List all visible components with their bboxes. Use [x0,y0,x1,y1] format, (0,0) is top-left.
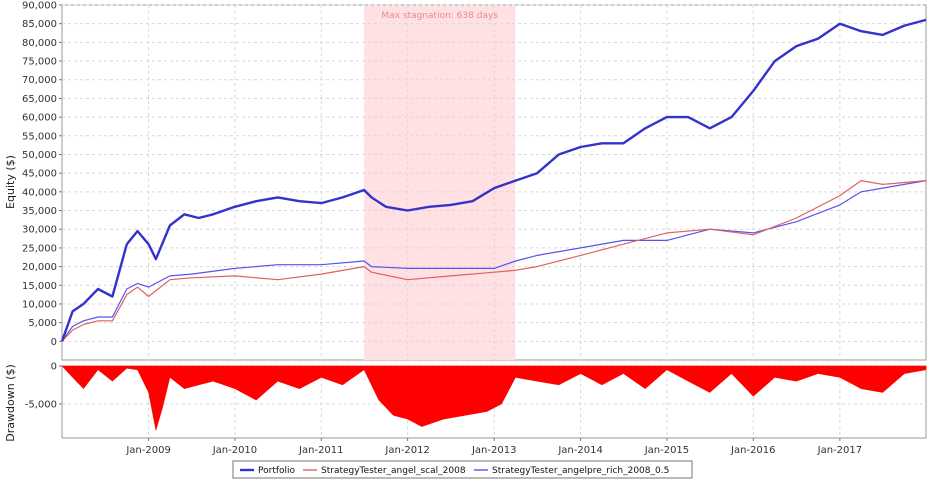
equity-tick-label: 20,000 [22,262,57,273]
equity-gridlines [62,4,926,360]
equity-tick-label: 60,000 [22,113,57,124]
equity-y-ticks: 0 5,000 10,000 15,000 20,000 25,000 30,000 35,0… [22,1,62,348]
series-line-3 [61,180,927,342]
equity-tick-label: 50,000 [22,150,57,161]
stagnation-annotation: Max stagnation: 638 days [381,11,498,21]
drawdown-area [61,365,927,431]
equity-tick-label: 40,000 [22,187,57,198]
equity-lines [60,18,927,342]
x-ticks: Jan-2009 Jan-2010 Jan-2011 Jan-2012 Jan-2013… [125,438,862,456]
x-tick-label: Jan-2009 [125,445,170,456]
legend-label-1: Portfolio [258,466,296,476]
equity-tick-label: 5,000 [28,318,57,329]
stagnation-region [364,6,516,360]
equity-tick-label: 55,000 [22,131,57,142]
x-tick-label: Jan-2015 [644,445,689,456]
equity-tick-label: 25,000 [22,243,57,254]
equity-tick-label: 0 [51,337,57,348]
equity-tick-label: 30,000 [22,225,57,236]
stagnation-band [364,6,516,360]
equity-tick-label: 35,000 [22,206,57,217]
equity-panel: 0 5,000 10,000 15,000 20,000 25,000 30,000 35,0… [4,1,927,361]
drawdown-tick-label: -5,000 [25,399,57,410]
x-tick-label: Jan-2014 [557,445,602,456]
equity-tick-label: 85,000 [22,19,57,30]
equity-tick-label: 90,000 [22,1,57,12]
equity-tick-label: 15,000 [22,281,57,292]
equity-tick-label: 10,000 [22,299,57,310]
equity-tick-label: 80,000 [22,38,57,49]
drawdown-tick-label: 0 [51,362,57,373]
x-tick-label: Jan-2016 [730,445,775,456]
legend-frame [232,460,693,479]
equity-tick-label: 65,000 [22,94,57,105]
legend-label-3: StrategyTester_angelpre_rich_2008_0.5 [492,466,669,476]
drawdown-y-axis-title: Drawdown ($) [4,364,17,442]
x-tick-label: Jan-2010 [212,445,257,456]
legend: Portfolio StrategyTester_angel_scal_2008 S… [232,460,693,479]
equity-tick-label: 45,000 [22,169,57,180]
series-line-2 [61,180,927,342]
drawdown-panel: 0 -5,000 Jan-2009 Jan-2010 Jan-2011 Jan-2012… [4,362,927,456]
equity-tick-label: 75,000 [22,57,57,68]
equity-y-axis-title: Equity ($) [4,155,17,209]
drawdown-fill [61,365,927,431]
legend-label-2: StrategyTester_angel_scal_2008 [321,466,466,476]
series-line-1 [60,18,927,342]
equity-tick-label: 70,000 [22,75,57,86]
x-tick-label: Jan-2013 [471,445,516,456]
drawdown-y-ticks: 0 -5,000 [25,362,62,410]
legend-items: Portfolio StrategyTester_angel_scal_2008 S… [240,466,669,476]
x-tick-label: Jan-2011 [298,445,343,456]
x-tick-label: Jan-2012 [384,445,429,456]
x-tick-label: Jan-2017 [817,445,862,456]
